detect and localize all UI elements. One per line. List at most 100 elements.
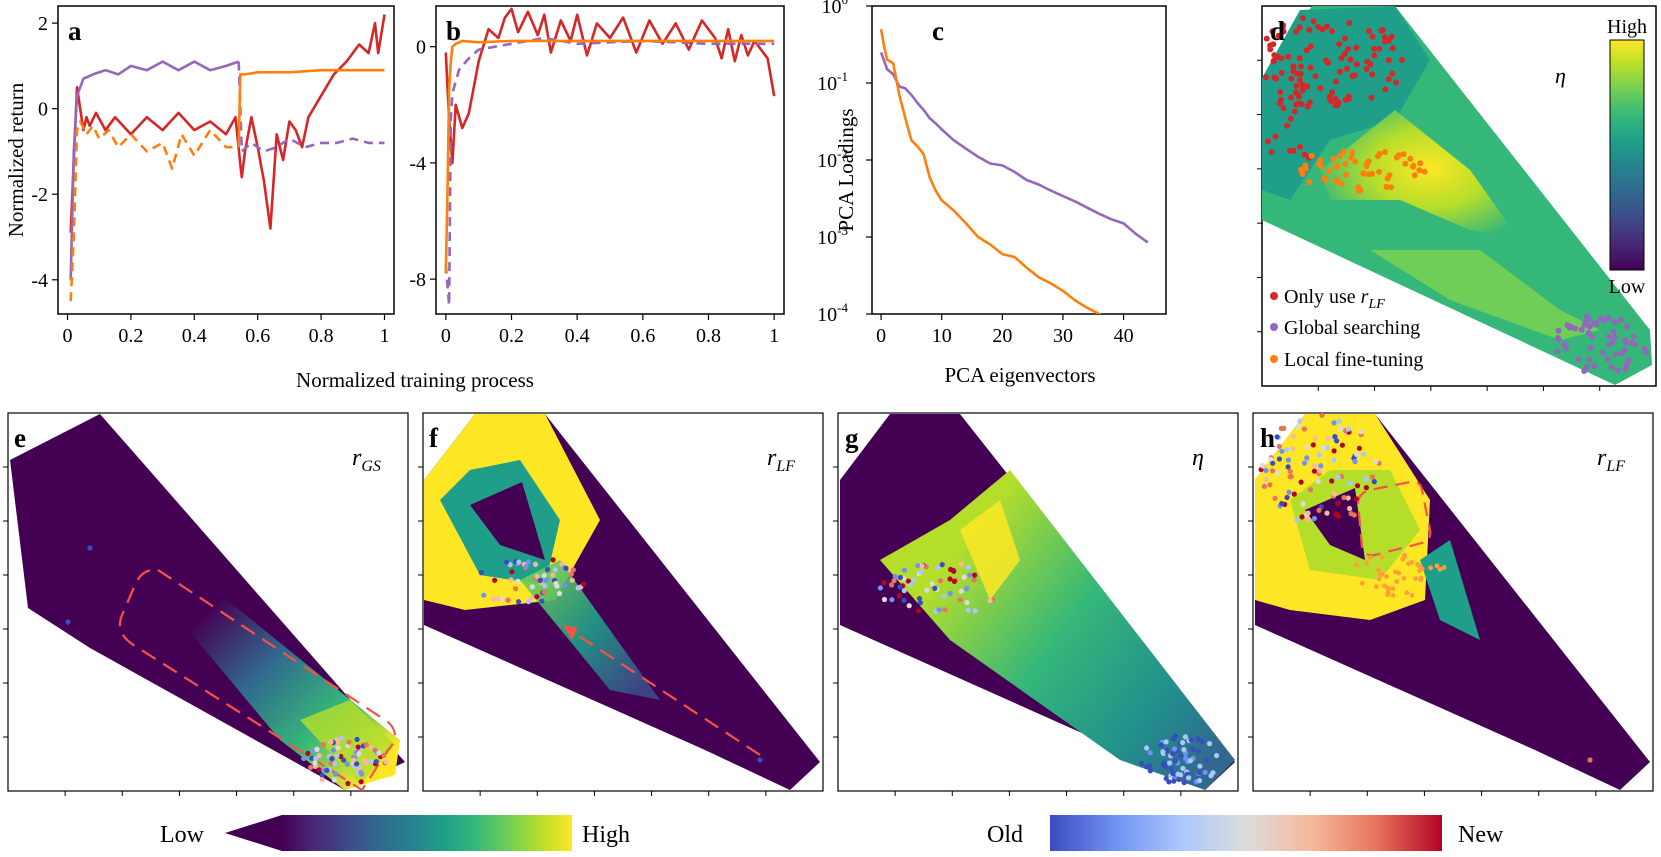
panel-e-point bbox=[301, 755, 307, 762]
panel-f-point bbox=[523, 563, 529, 569]
viridis-colorbar-bar bbox=[282, 815, 572, 851]
panel-f-point bbox=[575, 585, 581, 591]
panel-d-point-orange bbox=[1320, 175, 1327, 182]
panel-a-series-1 bbox=[69, 60, 240, 280]
panel-g-point bbox=[901, 588, 907, 594]
panel-e-point bbox=[363, 742, 369, 748]
panel-c-series-1 bbox=[879, 28, 1102, 314]
panel-f-point bbox=[581, 581, 587, 587]
panel-d-point-orange bbox=[1340, 148, 1347, 155]
panel-h-point bbox=[1284, 447, 1290, 453]
panel-d-point-red bbox=[1389, 45, 1396, 52]
panel-h-point bbox=[1359, 580, 1365, 586]
panel-d-point-orange bbox=[1306, 179, 1313, 186]
panel-f-field-label: rLF bbox=[767, 445, 795, 475]
panel-g-point bbox=[964, 599, 970, 606]
panel-h-point bbox=[1295, 424, 1301, 430]
panel-h-point bbox=[1263, 467, 1269, 474]
panel-e-point bbox=[330, 747, 336, 753]
panel-h-point bbox=[1291, 491, 1297, 497]
panel-c-ytick-label: 10-1 bbox=[817, 69, 848, 95]
panel-h-point bbox=[1284, 494, 1290, 501]
panel-d-point-red bbox=[1367, 61, 1374, 68]
panel-f-point bbox=[529, 595, 535, 601]
panel-a-series-4 bbox=[237, 68, 385, 148]
panel-d-point-orange bbox=[1388, 184, 1395, 191]
panel-h-point bbox=[1336, 418, 1342, 424]
panel-h-field-prefix: r bbox=[1597, 445, 1607, 471]
panel-c-ytick-label: 100 bbox=[822, 0, 849, 18]
panel-d-point-red bbox=[1290, 63, 1297, 70]
panel-g-point bbox=[939, 562, 945, 568]
panel-f-point bbox=[550, 557, 556, 563]
panel-d-point-orange bbox=[1342, 161, 1349, 167]
panel-d-point-red bbox=[1363, 66, 1370, 72]
panel-f-point bbox=[563, 565, 569, 571]
panel-f-point bbox=[562, 582, 568, 589]
panel-h-point bbox=[1274, 434, 1280, 440]
panel-g-point bbox=[897, 574, 904, 581]
panel-d-point-red bbox=[1271, 52, 1278, 59]
panel-a-ytick-label: -2 bbox=[31, 184, 48, 206]
panel-e-point bbox=[328, 739, 334, 745]
panel-h-point bbox=[1437, 566, 1443, 572]
panel-d-point-red bbox=[1319, 26, 1326, 33]
panel-d-point-purple bbox=[1612, 319, 1618, 326]
panel-c-ytick-base: 10 bbox=[817, 73, 837, 95]
panel-g-point bbox=[972, 572, 978, 578]
panel-d-point-red bbox=[1294, 70, 1301, 77]
panel-h-field-sub: LF bbox=[1605, 458, 1625, 475]
panel-h-point bbox=[1263, 476, 1269, 482]
panel-h-point bbox=[1417, 568, 1422, 574]
panel-f: f rLF bbox=[418, 412, 824, 796]
panel-h-point bbox=[1329, 478, 1335, 484]
panel-d-point-orange bbox=[1417, 160, 1424, 167]
panel-d-point-orange bbox=[1407, 155, 1414, 162]
panel-d-point-red bbox=[1298, 63, 1305, 70]
panel-h-point bbox=[1396, 570, 1402, 576]
panel-d-point-red bbox=[1300, 15, 1306, 22]
panel-h-point bbox=[1332, 434, 1338, 440]
panel-d-point-red bbox=[1291, 108, 1298, 115]
panel-b-frame bbox=[435, 5, 785, 315]
panel-h-point bbox=[1299, 514, 1305, 520]
panel-d-point-red bbox=[1369, 33, 1376, 40]
panel-f-point bbox=[550, 572, 556, 578]
panel-d-point-purple bbox=[1614, 367, 1621, 374]
panel-d-point-red bbox=[1280, 28, 1287, 35]
panel-d-point-red bbox=[1293, 83, 1300, 89]
panel-d-point-red bbox=[1369, 71, 1376, 78]
panel-d-point-orange bbox=[1376, 168, 1383, 175]
panel-h-point bbox=[1304, 444, 1310, 450]
panel-h-point bbox=[1268, 456, 1274, 462]
panel-h-point bbox=[1385, 592, 1391, 598]
panel-d-point-red bbox=[1366, 28, 1372, 34]
panel-f-point bbox=[492, 577, 498, 583]
panel-e-point bbox=[376, 750, 382, 756]
panel-g-point bbox=[881, 596, 888, 603]
panel-b-y-axis: -8 -4 0 bbox=[409, 37, 436, 291]
panel-e-point bbox=[314, 746, 320, 753]
panel-d-point-red bbox=[1332, 78, 1339, 85]
panel-e-point bbox=[316, 753, 322, 759]
panel-d-point-red bbox=[1277, 89, 1284, 96]
panel-g-point bbox=[957, 597, 963, 603]
panel-h-point bbox=[1347, 480, 1353, 486]
panel-g-point bbox=[877, 585, 884, 591]
panel-h-point bbox=[1275, 470, 1281, 476]
panel-f-point bbox=[478, 570, 484, 576]
panel-h-point bbox=[1320, 445, 1326, 451]
panel-g-point bbox=[889, 582, 895, 588]
panel-f-point bbox=[504, 559, 510, 565]
shared-x-label: Normalized training process bbox=[296, 368, 534, 392]
panel-e-field-label: rGS bbox=[352, 445, 381, 475]
panel-h-point bbox=[1394, 579, 1400, 584]
panel-d-point-red bbox=[1295, 100, 1302, 107]
panel-e-point bbox=[358, 779, 364, 785]
panel-d-legend: Only use rLF Global searching Local fine… bbox=[1270, 286, 1423, 371]
panel-g-point bbox=[1168, 765, 1174, 772]
panel-d-point-orange bbox=[1416, 167, 1423, 174]
panel-h-point bbox=[1339, 442, 1345, 448]
panel-b-xtick-label: 0.4 bbox=[565, 325, 590, 347]
